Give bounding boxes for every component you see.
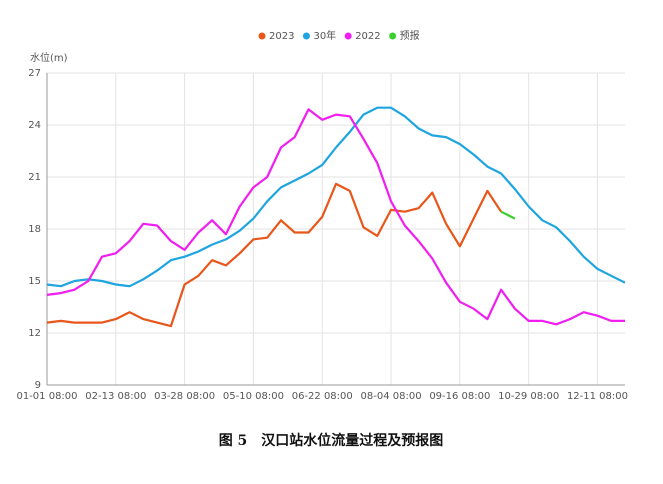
series-line xyxy=(46,106,626,288)
legend-label: 30年 xyxy=(313,29,336,42)
legend-label: 2023 xyxy=(269,31,294,42)
x-tick-label: 03-28 08:00 xyxy=(154,391,215,402)
x-tick-label: 12-11 08:00 xyxy=(567,391,628,402)
series-line xyxy=(46,108,625,326)
y-axis-label: 水位(m) xyxy=(30,51,68,64)
y-tick-label: 9 xyxy=(35,380,41,391)
legend-marker xyxy=(389,32,397,40)
caption: 图 5 汉口站水位流量过程及预报图 xyxy=(219,432,444,449)
x-tick-label: 02-13 08:00 xyxy=(85,391,146,402)
y-tick-label: 15 xyxy=(28,276,41,287)
series-line xyxy=(500,210,516,220)
y-tick-label: 12 xyxy=(28,328,41,339)
legend-label: 2022 xyxy=(355,31,380,42)
x-tick-label: 06-22 08:00 xyxy=(292,391,353,402)
x-tick-label: 09-16 08:00 xyxy=(429,391,490,402)
x-tick-label: 10-29 08:00 xyxy=(498,391,559,402)
y-tick-label: 21 xyxy=(28,172,41,183)
y-tick-label: 18 xyxy=(28,224,41,235)
y-tick-label: 27 xyxy=(28,68,41,79)
x-tick-label: 08-04 08:00 xyxy=(361,391,422,402)
x-tick-label: 01-01 08:00 xyxy=(16,391,77,402)
legend-marker xyxy=(302,32,310,40)
legend-marker xyxy=(258,32,266,40)
y-tick-label: 24 xyxy=(28,120,41,131)
legend-label: 预报 xyxy=(400,29,420,42)
legend-marker xyxy=(344,32,352,40)
x-tick-label: 05-10 08:00 xyxy=(223,391,284,402)
series-line xyxy=(46,182,503,328)
